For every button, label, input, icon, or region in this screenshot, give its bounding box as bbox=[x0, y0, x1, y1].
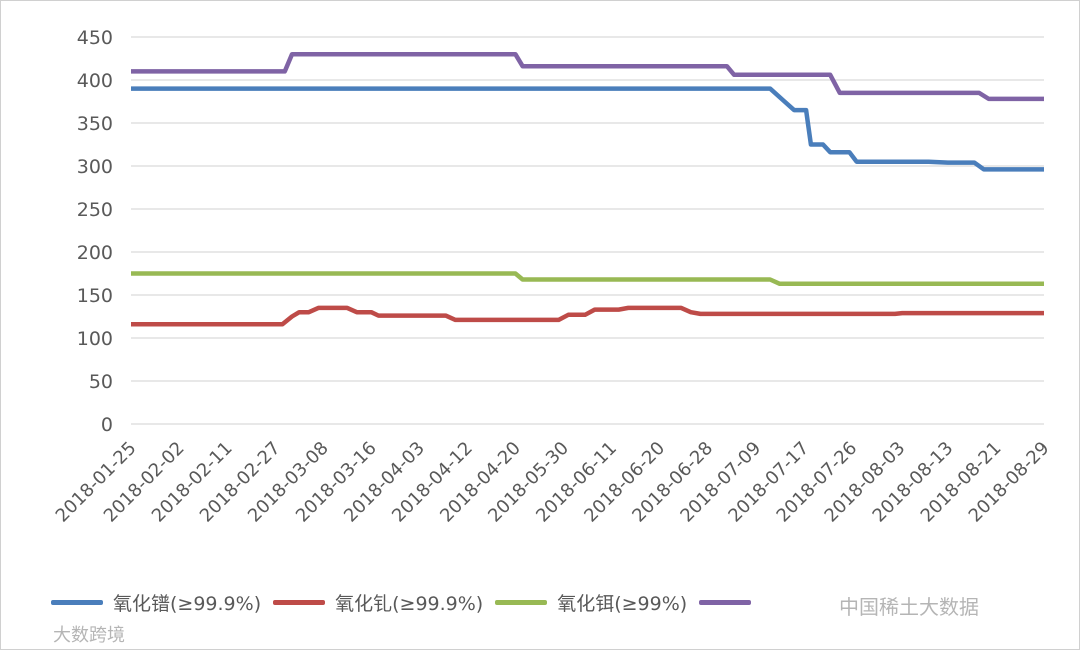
line-chart: 0 50 100 150 200 250 300 350 400 450 2018-01-2520… bbox=[52, 27, 1054, 527]
watermark-bottom-right: 中国稀土大数据 bbox=[839, 595, 979, 619]
legend-label: 氧化镨(≥99.9%) bbox=[113, 593, 262, 615]
legend-swatch bbox=[51, 600, 103, 605]
y-axis: 0 50 100 150 200 250 300 350 400 450 bbox=[77, 27, 113, 436]
watermark-bottom-left: 大数跨境 bbox=[53, 625, 125, 646]
y-tick-label: 0 bbox=[101, 414, 113, 436]
legend-label: 氧化钆(≥99.9%) bbox=[335, 593, 484, 615]
y-tick-label: 100 bbox=[77, 328, 113, 350]
series-line-1 bbox=[131, 305, 1044, 327]
legend-item-1: 氧化钆(≥99.9%) bbox=[273, 589, 483, 616]
y-tick-label: 150 bbox=[77, 285, 113, 307]
legend-swatch bbox=[495, 600, 548, 605]
series-lines bbox=[131, 51, 1044, 327]
legend-item-2: 氧化铒(≥99%) bbox=[495, 589, 687, 616]
legend-item-3 bbox=[699, 600, 761, 605]
x-axis: 2018-01-252018-02-022018-02-112018-02-27… bbox=[52, 438, 1054, 527]
y-tick-label: 350 bbox=[77, 113, 113, 135]
series-line-3 bbox=[131, 51, 1044, 102]
legend: 氧化镨(≥99.9%) 氧化钆(≥99.9%) 氧化铒(≥99%) bbox=[51, 589, 773, 616]
y-tick-label: 200 bbox=[77, 242, 113, 264]
legend-label: 氧化铒(≥99%) bbox=[557, 593, 688, 615]
y-tick-label: 300 bbox=[77, 156, 113, 178]
y-tick-label: 450 bbox=[77, 27, 113, 49]
legend-swatch bbox=[273, 600, 326, 605]
legend-item-0: 氧化镨(≥99.9%) bbox=[51, 589, 261, 616]
y-tick-label: 250 bbox=[77, 199, 113, 221]
legend-swatch bbox=[699, 600, 752, 605]
y-tick-label: 50 bbox=[89, 371, 113, 393]
series-line-0 bbox=[131, 86, 1044, 172]
grid-lines bbox=[131, 36, 1044, 425]
series-line-2 bbox=[131, 271, 1044, 287]
y-tick-label: 400 bbox=[77, 70, 113, 92]
